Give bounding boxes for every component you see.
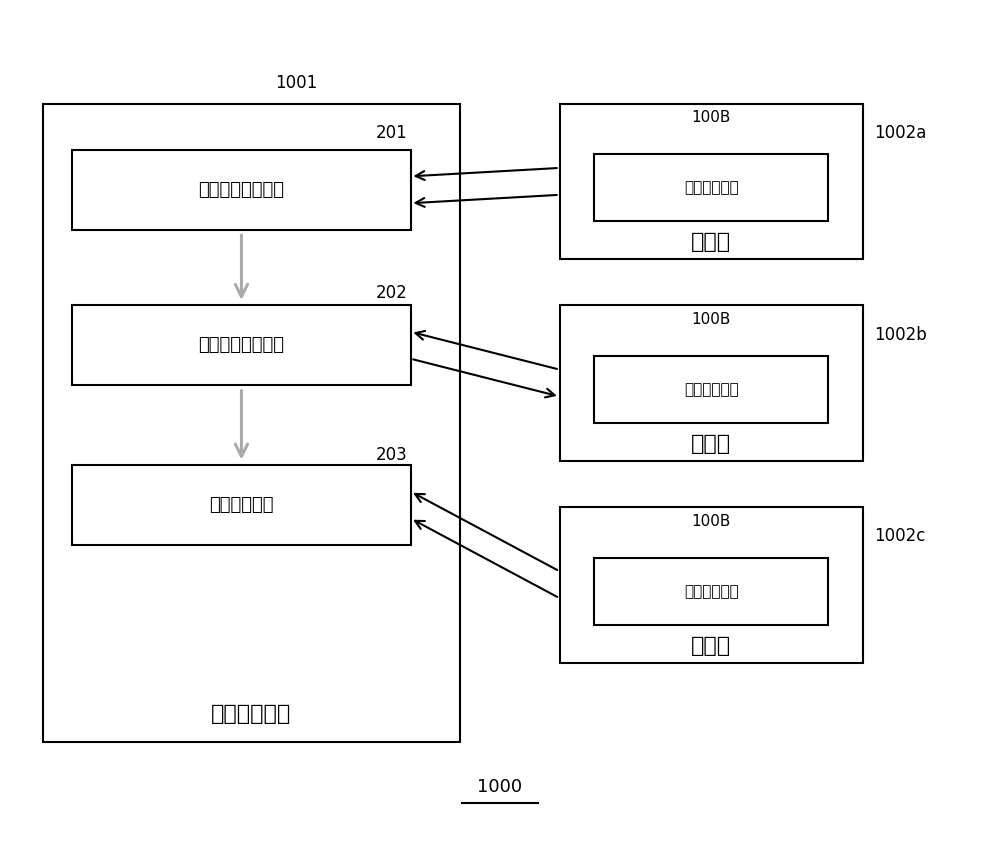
FancyBboxPatch shape	[43, 103, 460, 743]
Text: 100B: 100B	[692, 312, 731, 327]
FancyBboxPatch shape	[72, 465, 411, 545]
Text: 监控主机设备: 监控主机设备	[211, 704, 292, 724]
FancyBboxPatch shape	[594, 356, 828, 423]
FancyBboxPatch shape	[560, 507, 863, 662]
Text: 策略控制装置: 策略控制装置	[684, 584, 739, 599]
FancyBboxPatch shape	[72, 305, 411, 385]
Text: 100B: 100B	[692, 110, 731, 125]
Text: 策略输出单元: 策略输出单元	[209, 496, 274, 514]
FancyBboxPatch shape	[594, 558, 828, 624]
Text: 充电桩: 充电桩	[691, 636, 731, 656]
Text: 1001: 1001	[275, 74, 317, 91]
Text: 100B: 100B	[692, 514, 731, 529]
Text: 1002a: 1002a	[874, 124, 926, 142]
Text: 策略调整判断单元: 策略调整判断单元	[198, 336, 284, 354]
Text: 策略控制装置: 策略控制装置	[684, 180, 739, 195]
Text: 203: 203	[376, 446, 407, 464]
Text: 充电信息接收单元: 充电信息接收单元	[198, 181, 284, 199]
Text: 1002b: 1002b	[874, 326, 927, 343]
Text: 策略控制装置: 策略控制装置	[684, 382, 739, 397]
Text: 1000: 1000	[477, 778, 523, 796]
Text: 充电桩: 充电桩	[691, 233, 731, 252]
FancyBboxPatch shape	[560, 103, 863, 259]
FancyBboxPatch shape	[594, 155, 828, 222]
FancyBboxPatch shape	[560, 305, 863, 461]
Text: 充电桩: 充电桩	[691, 434, 731, 454]
FancyBboxPatch shape	[72, 150, 411, 230]
Text: 202: 202	[376, 283, 407, 302]
Text: 1002c: 1002c	[874, 527, 925, 546]
Text: 201: 201	[376, 124, 407, 142]
